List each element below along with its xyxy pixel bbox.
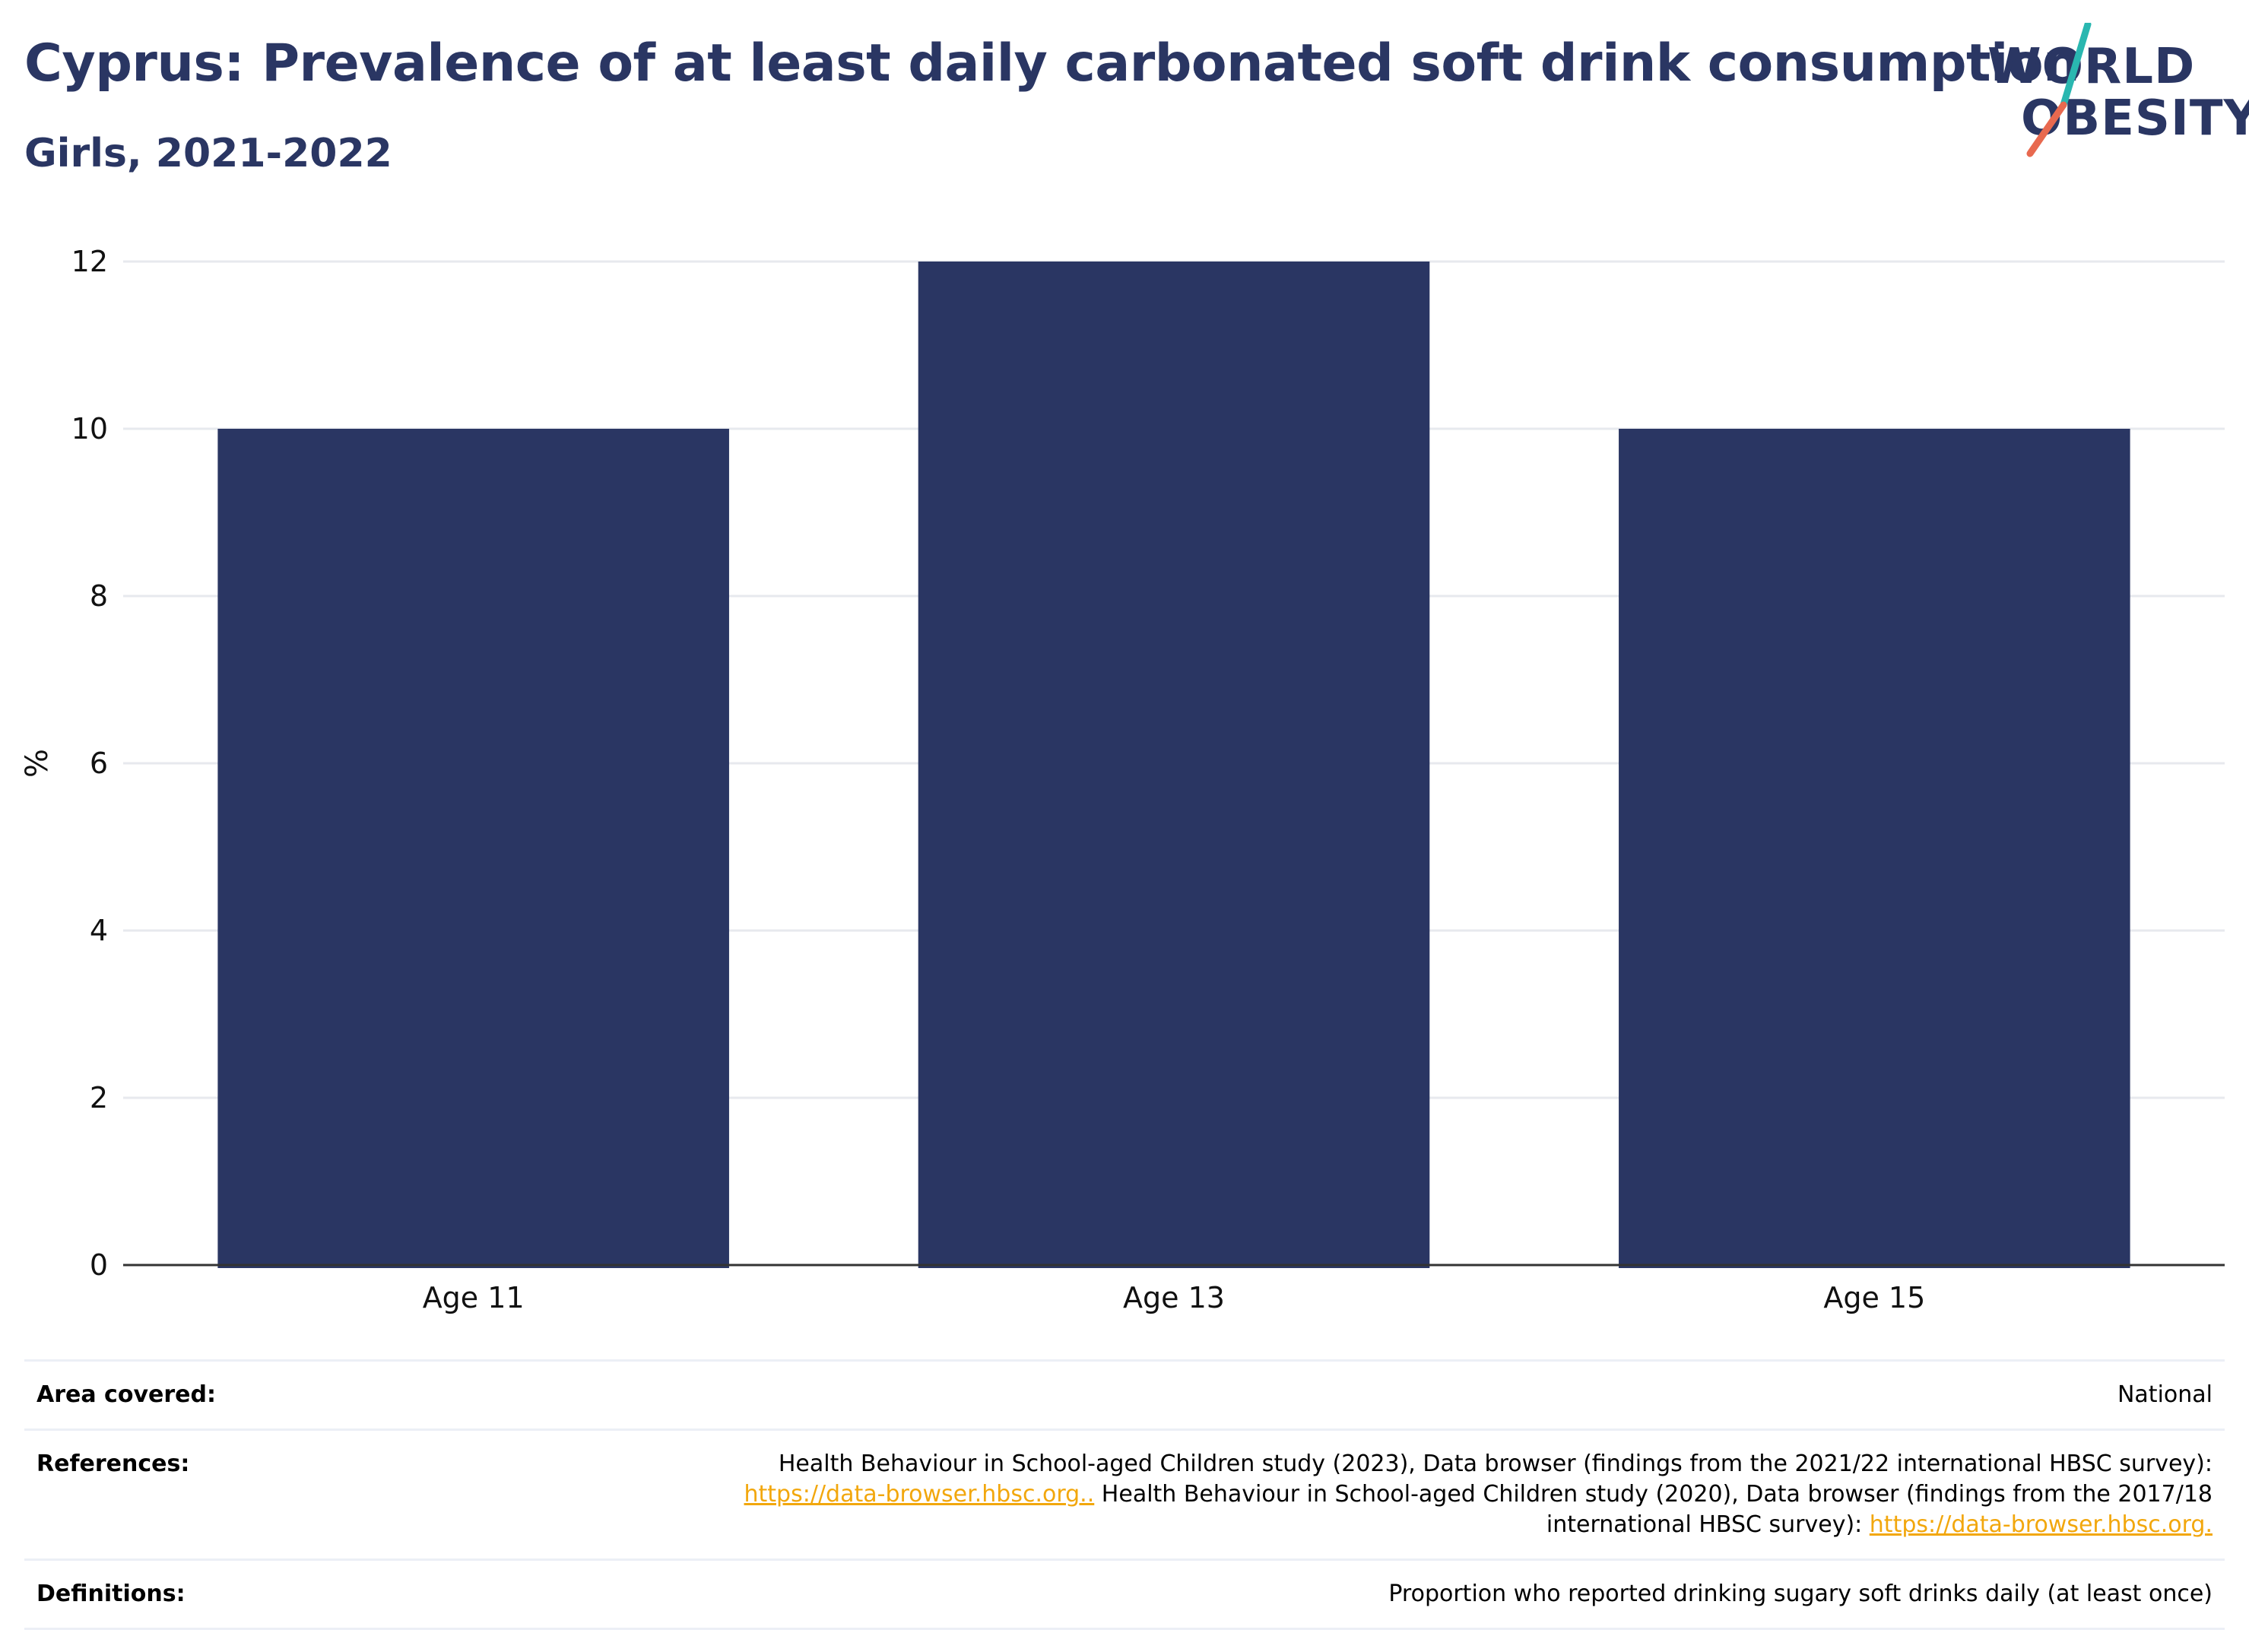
references-row: References: Health Behaviour in School-a… [24,1428,2225,1560]
definitions-row: Definitions: Proportion who reported dri… [24,1558,2225,1630]
logo-line-1: WORLD [1987,39,2196,95]
x-tick-label: Age 13 [1123,1281,1225,1314]
y-tick-labels: 0 2 4 6 8 10 12 [71,245,108,1282]
logo-line-2: OBESITY [2021,90,2249,147]
bar-age-13[interactable] [918,262,1430,1268]
reference-link-2[interactable]: https://data-browser.hbsc.org. [1869,1511,2213,1538]
x-tick-label: Age 11 [423,1281,525,1314]
bars [217,262,2130,1268]
reference-link-1[interactable]: https://data-browser.hbsc.org.. [744,1481,1095,1508]
bar-age-15[interactable] [1619,429,2130,1268]
area-covered-value: National [322,1359,2225,1430]
area-covered-label: Area covered: [24,1359,322,1430]
definitions-label: Definitions: [24,1558,322,1630]
logo-slash-icon [2026,23,2092,157]
chart-subtitle: Girls, 2021-2022 [24,131,392,176]
reference-line-3: international HBSC survey): [1546,1511,1870,1538]
references-label: References: [24,1428,322,1560]
y-tick-label: 6 [90,747,108,780]
y-tick-label: 10 [71,412,108,446]
y-tick-label: 8 [90,579,108,613]
bar-age-11[interactable] [217,429,729,1268]
y-tick-label: 0 [90,1248,108,1282]
chart-title: Cyprus: Prevalence of at least daily car… [24,33,2080,94]
info-table: Area covered: National References: Healt… [24,1359,2225,1630]
definitions-value: Proportion who reported drinking sugary … [322,1558,2225,1630]
reference-line-2: Health Behaviour in School-aged Children… [1094,1481,2213,1508]
world-obesity-logo: WORLD OBESITY [1977,23,2249,160]
references-value: Health Behaviour in School-aged Children… [322,1428,2225,1560]
bar-chart: 0 2 4 6 8 10 12 Age 11 Age 13 Age 15 % [20,245,2225,1314]
y-tick-label: 2 [90,1081,108,1115]
area-covered-row: Area covered: National [24,1359,2225,1430]
y-axis-title: % [20,749,55,778]
x-tick-label: Age 15 [1823,1281,1925,1314]
x-tick-labels: Age 11 Age 13 Age 15 [423,1281,1926,1314]
y-tick-label: 12 [71,245,108,278]
reference-line-1: Health Behaviour in School-aged Children… [778,1451,2213,1477]
y-tick-label: 4 [90,914,108,947]
